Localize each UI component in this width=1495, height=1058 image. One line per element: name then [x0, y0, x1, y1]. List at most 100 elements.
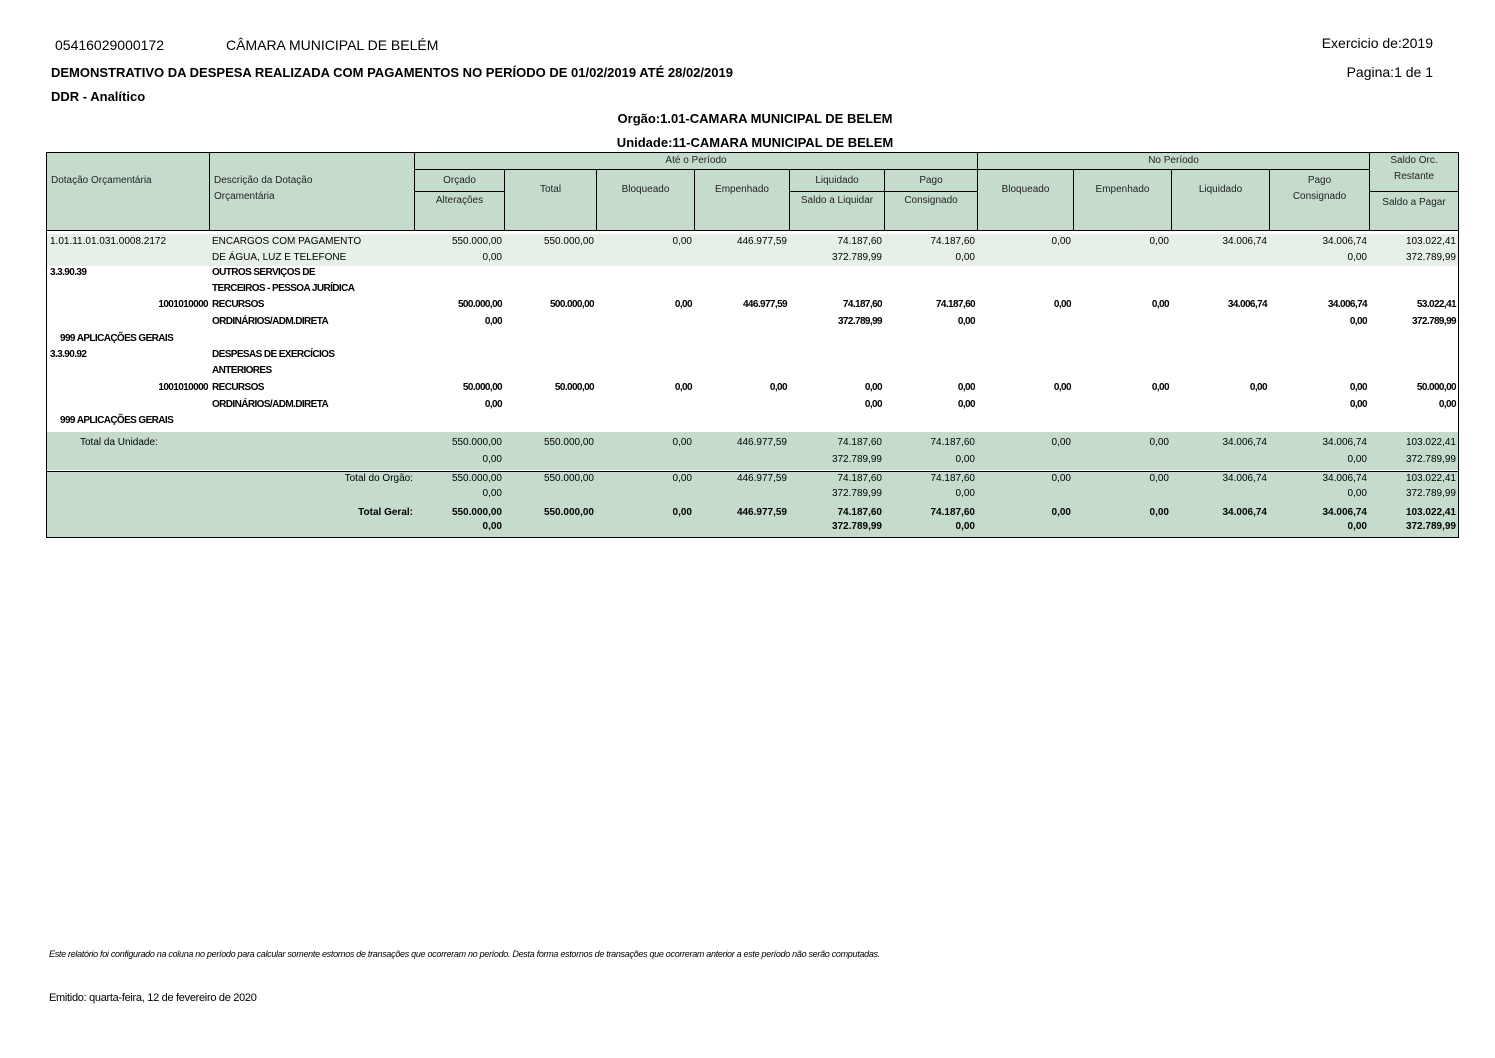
header-label: Descrição da Dotação [214, 175, 313, 186]
value-cell: 34.006,74 [1322, 236, 1368, 247]
value-cell: 0,00 [482, 252, 502, 263]
exercicio: Exercicio de:2019 [1321, 35, 1433, 51]
header-empenhado: Empenhado [694, 169, 790, 231]
value-cell: 74.187,60 [842, 299, 883, 310]
header-descricao: Descrição da Dotação Orçamentária [209, 152, 415, 231]
total-value: 0,00 [955, 454, 975, 465]
value-cell: 0,00 [1349, 382, 1368, 393]
header-label: Empenhado [1095, 184, 1150, 195]
value-cell: 34.006,74 [1227, 299, 1268, 310]
aplicacao: 999 APLICAÇÕES GERAIS [60, 415, 174, 426]
total-value: 103.022,41 [1405, 507, 1456, 518]
total-value: 550.000,00 [451, 437, 502, 448]
total-value: 34.006,74 [1222, 437, 1268, 448]
unidade-title: Unidade:11-CAMARA MUNICIPAL DE BELEM [616, 135, 894, 150]
value-cell: 50.000,00 [1416, 382, 1457, 393]
header-np-bloqueado: Bloqueado [977, 169, 1074, 231]
descricao: ORDINÁRIOS/ADM.DIRETA [212, 399, 329, 410]
total-value: 0,00 [482, 454, 502, 465]
value-cell: 500.000,00 [457, 299, 503, 310]
total-value: 103.022,41 [1405, 437, 1456, 448]
total-value: 0,00 [1347, 521, 1367, 532]
value-cell: 446.977,59 [742, 299, 788, 310]
total-unidade-band [47, 432, 1458, 470]
descricao: TERCEIROS - PESSOA JURÍDICA [212, 283, 355, 294]
descricao: RECURSOS [212, 299, 264, 310]
header-label: Orçado [443, 175, 476, 186]
descricao: DESPESAS DE EXERCÍCIOS [212, 349, 335, 360]
total-value: 550.000,00 [451, 507, 502, 518]
value-cell: 74.187,60 [837, 236, 883, 247]
total-value: 0,00 [482, 521, 502, 532]
orgao-title: Orgão:1.01-CAMARA MUNICIPAL DE BELEM [617, 111, 893, 126]
total-value: 550.000,00 [543, 473, 594, 484]
value-cell: 372.789,99 [1405, 252, 1456, 263]
total-value: 446.977,59 [736, 473, 787, 484]
cnpj: 05416029000172 [55, 37, 165, 53]
value-cell: 74.187,60 [935, 299, 976, 310]
value-cell: 0,00 [484, 399, 503, 410]
total-value: 74.187,60 [837, 507, 883, 518]
total-value: 103.022,41 [1405, 473, 1456, 484]
aplicacao: 999 APLICAÇÕES GERAIS [60, 333, 174, 344]
total-value: 0,00 [955, 488, 975, 499]
header-label: Bloqueado [621, 184, 670, 195]
header-np-empenhado: Empenhado [1073, 169, 1172, 231]
dotacao-code: 1001010000 [158, 299, 208, 310]
header-np-pago: Pago Consignado [1269, 169, 1370, 231]
header-label: Empenhado [715, 184, 769, 195]
descricao: OUTROS SERVIÇOS DE [212, 267, 316, 278]
value-cell: 0,00 [1438, 399, 1457, 410]
total-value: 0,00 [1051, 473, 1071, 484]
total-value: 446.977,59 [736, 507, 787, 518]
value-cell: 446.977,59 [736, 236, 787, 247]
total-value: 34.006,74 [1222, 507, 1268, 518]
total-value: 34.006,74 [1322, 473, 1368, 484]
value-cell: 0,00 [957, 382, 976, 393]
value-cell: 0,00 [484, 316, 503, 327]
header-no-periodo: No Período [977, 152, 1370, 170]
value-cell: 372.789,99 [837, 316, 883, 327]
total-value: 0,00 [955, 521, 975, 532]
value-cell: 0,00 [1349, 399, 1368, 410]
total-value: 74.187,60 [930, 437, 976, 448]
value-cell: 0,00 [864, 382, 883, 393]
header-orcado: Orçado [414, 169, 505, 192]
header-label: Total [539, 184, 562, 195]
header-label: Pago [1307, 175, 1332, 186]
header-label: Liquidado [1198, 184, 1243, 195]
value-cell: 0,00 [955, 252, 975, 263]
total-label: Total Geral: [358, 507, 413, 518]
total-value: 34.006,74 [1222, 473, 1268, 484]
total-value: 0,00 [1149, 473, 1169, 484]
value-cell: 0,00 [1249, 382, 1268, 393]
header-total: Total [504, 169, 597, 231]
dotacao-code: 3.3.90.92 [50, 349, 87, 360]
total-value: 0,00 [1347, 454, 1367, 465]
header-label: Consignado [904, 195, 958, 206]
total-value: 372.789,99 [1405, 488, 1456, 499]
value-cell: 0,00 [769, 382, 788, 393]
header-label: Até o Período [665, 155, 727, 166]
total-value: 0,00 [672, 507, 692, 518]
total-value: 0,00 [1347, 488, 1367, 499]
header-np-liquidado: Liquidado [1171, 169, 1270, 231]
value-cell: 550.000,00 [451, 236, 502, 247]
total-value: 34.006,74 [1322, 437, 1368, 448]
value-cell: 0,00 [957, 316, 976, 327]
header-label: Bloqueado [1001, 184, 1050, 195]
total-label: Total do Orgão: [344, 473, 413, 484]
value-cell: 550.000,00 [543, 236, 594, 247]
total-value: 372.789,99 [831, 488, 882, 499]
header-pago: Pago [884, 169, 978, 192]
total-value: 446.977,59 [736, 437, 787, 448]
value-cell: 0,00 [1053, 299, 1072, 310]
value-cell: 34.006,74 [1222, 236, 1268, 247]
value-cell: 0,00 [672, 236, 692, 247]
value-cell: 34.006,74 [1327, 299, 1368, 310]
total-orgao-band [47, 471, 1458, 537]
emitted-date: Emitido: quarta-feira, 12 de fevereiro d… [49, 992, 257, 1004]
value-cell: 0,00 [1347, 252, 1367, 263]
header-saldo-pagar: Saldo a Pagar [1369, 191, 1459, 231]
header-label: No Período [1148, 155, 1199, 166]
